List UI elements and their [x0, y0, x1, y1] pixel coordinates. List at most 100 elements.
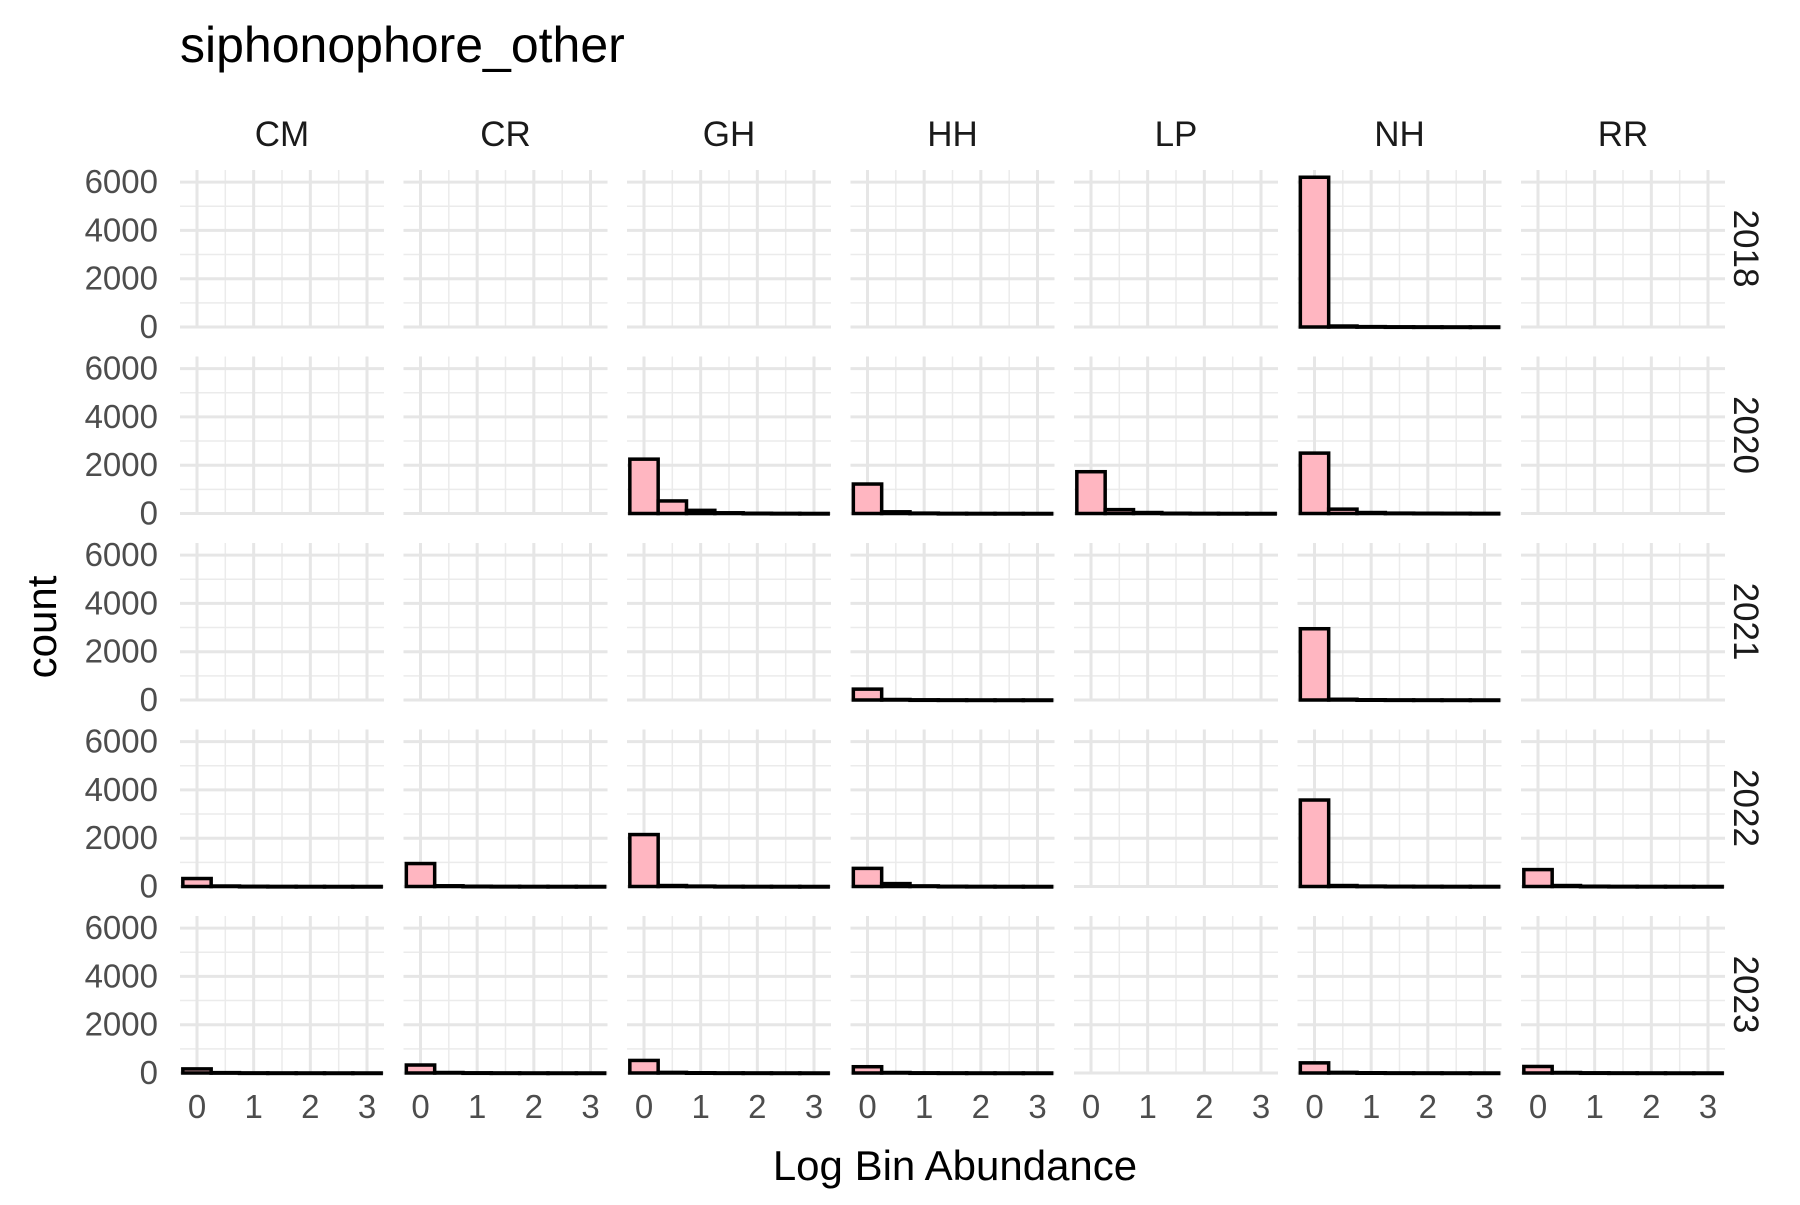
histogram-bar: [1607, 1071, 1639, 1076]
histogram-bar: [1440, 325, 1473, 330]
histogram-bar: [1411, 884, 1444, 889]
histogram-bar: [879, 510, 912, 516]
histogram-bar: [1131, 510, 1164, 516]
y-tick-label: 4000: [85, 771, 158, 808]
x-tick-label: 1: [244, 1088, 262, 1125]
histogram-bar: [1692, 1071, 1724, 1076]
histogram-bar: [1607, 884, 1639, 889]
x-tick-label: 2: [1419, 1088, 1437, 1125]
histogram-bar: [628, 1058, 660, 1075]
histogram-bar: [1188, 511, 1221, 516]
strip-label-2022: 2022: [1726, 769, 1765, 847]
x-tick-label: 3: [805, 1088, 823, 1125]
facet-strip-labels: CM CR GH HH LP NH RR 2018 2020 2021 2022 2023: [255, 115, 1765, 1033]
facet-panel-2023-NH: [1297, 916, 1502, 1075]
facet-panel-2021-CM: [180, 543, 384, 702]
histogram-bar: [1298, 175, 1331, 329]
histogram-bar: [964, 698, 997, 703]
histogram-bar: [1160, 511, 1192, 516]
facet-panel-2018-CR: [403, 170, 608, 329]
histogram-bar: [1578, 1071, 1611, 1076]
histogram-bar: [1298, 451, 1331, 516]
histogram-bars-2020-GH: [628, 457, 830, 516]
strip-label-CR: CR: [480, 115, 531, 154]
histogram-bar: [656, 883, 689, 889]
y-tick-label: 4000: [85, 398, 158, 435]
histogram-bar: [1355, 1071, 1388, 1076]
histogram-bar: [684, 1071, 717, 1076]
histogram-bar: [404, 861, 437, 889]
histogram-bar: [1440, 698, 1473, 703]
histogram-bar: [1103, 507, 1136, 516]
x-tick-label: 0: [1082, 1088, 1100, 1125]
histogram-bar: [1355, 324, 1388, 329]
histogram-bar: [294, 884, 327, 889]
strip-label-2020: 2020: [1726, 396, 1765, 474]
histogram-bar: [1355, 884, 1388, 889]
strip-label-HH: HH: [927, 115, 978, 154]
x-tick-label: 3: [1252, 1088, 1270, 1125]
histogram-bar: [237, 1071, 270, 1076]
strip-label-2023: 2023: [1726, 956, 1765, 1034]
histogram-bar: [1522, 1064, 1554, 1075]
histogram-bar: [741, 884, 774, 889]
histogram-bars-2023-HH: [851, 1064, 1054, 1076]
y-tick-label: 2000: [85, 819, 158, 856]
histogram-bar: [851, 866, 884, 889]
histogram-bar: [1326, 324, 1359, 329]
histogram-bar: [209, 1070, 242, 1075]
histogram-bar: [1411, 698, 1444, 703]
histogram-bar: [1383, 884, 1416, 889]
histogram-bar: [684, 884, 717, 889]
facet-panel-2023-CR: [403, 916, 608, 1075]
histogram-bar: [1075, 469, 1107, 516]
facet-panel-2018-LP: [1074, 170, 1278, 329]
histogram-bar: [1021, 1071, 1054, 1076]
histogram-bar: [908, 511, 941, 516]
histogram-bar: [432, 884, 465, 889]
facet-panel-2022-RR: [1521, 729, 1725, 888]
facet-panel-2021-CR: [403, 543, 608, 702]
histogram-bar: [1021, 698, 1054, 703]
histogram-bar: [628, 832, 660, 889]
x-tick-label: 3: [1028, 1088, 1046, 1125]
y-tick-label: 0: [140, 308, 158, 345]
histogram-bar: [798, 511, 830, 516]
histogram-bar: [1355, 698, 1388, 703]
histogram-bar: [1326, 697, 1359, 702]
histogram-bar: [181, 876, 213, 889]
histogram-bar: [1021, 511, 1054, 516]
x-tick-label: 0: [411, 1088, 429, 1125]
histogram-bar: [351, 884, 383, 889]
histogram-bar: [574, 1071, 607, 1076]
x-axis-label: Log Bin Abundance: [773, 1142, 1137, 1189]
histogram-bar: [517, 884, 550, 889]
facet-panel-2022-CM: [180, 729, 384, 888]
y-tick-label: 0: [140, 1054, 158, 1091]
histogram-bar: [851, 687, 884, 702]
facet-panel-2022-HH: [850, 729, 1055, 888]
facet-panel-2023-RR: [1521, 916, 1725, 1075]
histogram-bar: [1326, 507, 1359, 516]
x-tick-label: 0: [1305, 1088, 1323, 1125]
histogram-bar: [517, 1071, 550, 1076]
x-tick-label: 2: [301, 1088, 319, 1125]
histogram-bar: [574, 884, 607, 889]
histogram-bar: [1468, 511, 1501, 516]
histogram-bar: [237, 884, 270, 889]
histogram-bar: [741, 1071, 774, 1076]
histogram-bar: [351, 1071, 383, 1076]
histogram-bar: [1522, 867, 1554, 889]
y-tick-label: 6000: [85, 350, 158, 387]
x-tick-label: 1: [1138, 1088, 1156, 1125]
histogram-bar: [628, 457, 660, 516]
histogram-bar: [1298, 626, 1331, 702]
y-tick-label: 2000: [85, 260, 158, 297]
histogram-bars-2023-CR: [404, 1063, 607, 1076]
histogram-bar: [993, 511, 1026, 516]
y-tick-label: 2000: [85, 1006, 158, 1043]
histogram-bar: [908, 1071, 941, 1076]
histogram-bar: [993, 1071, 1026, 1076]
